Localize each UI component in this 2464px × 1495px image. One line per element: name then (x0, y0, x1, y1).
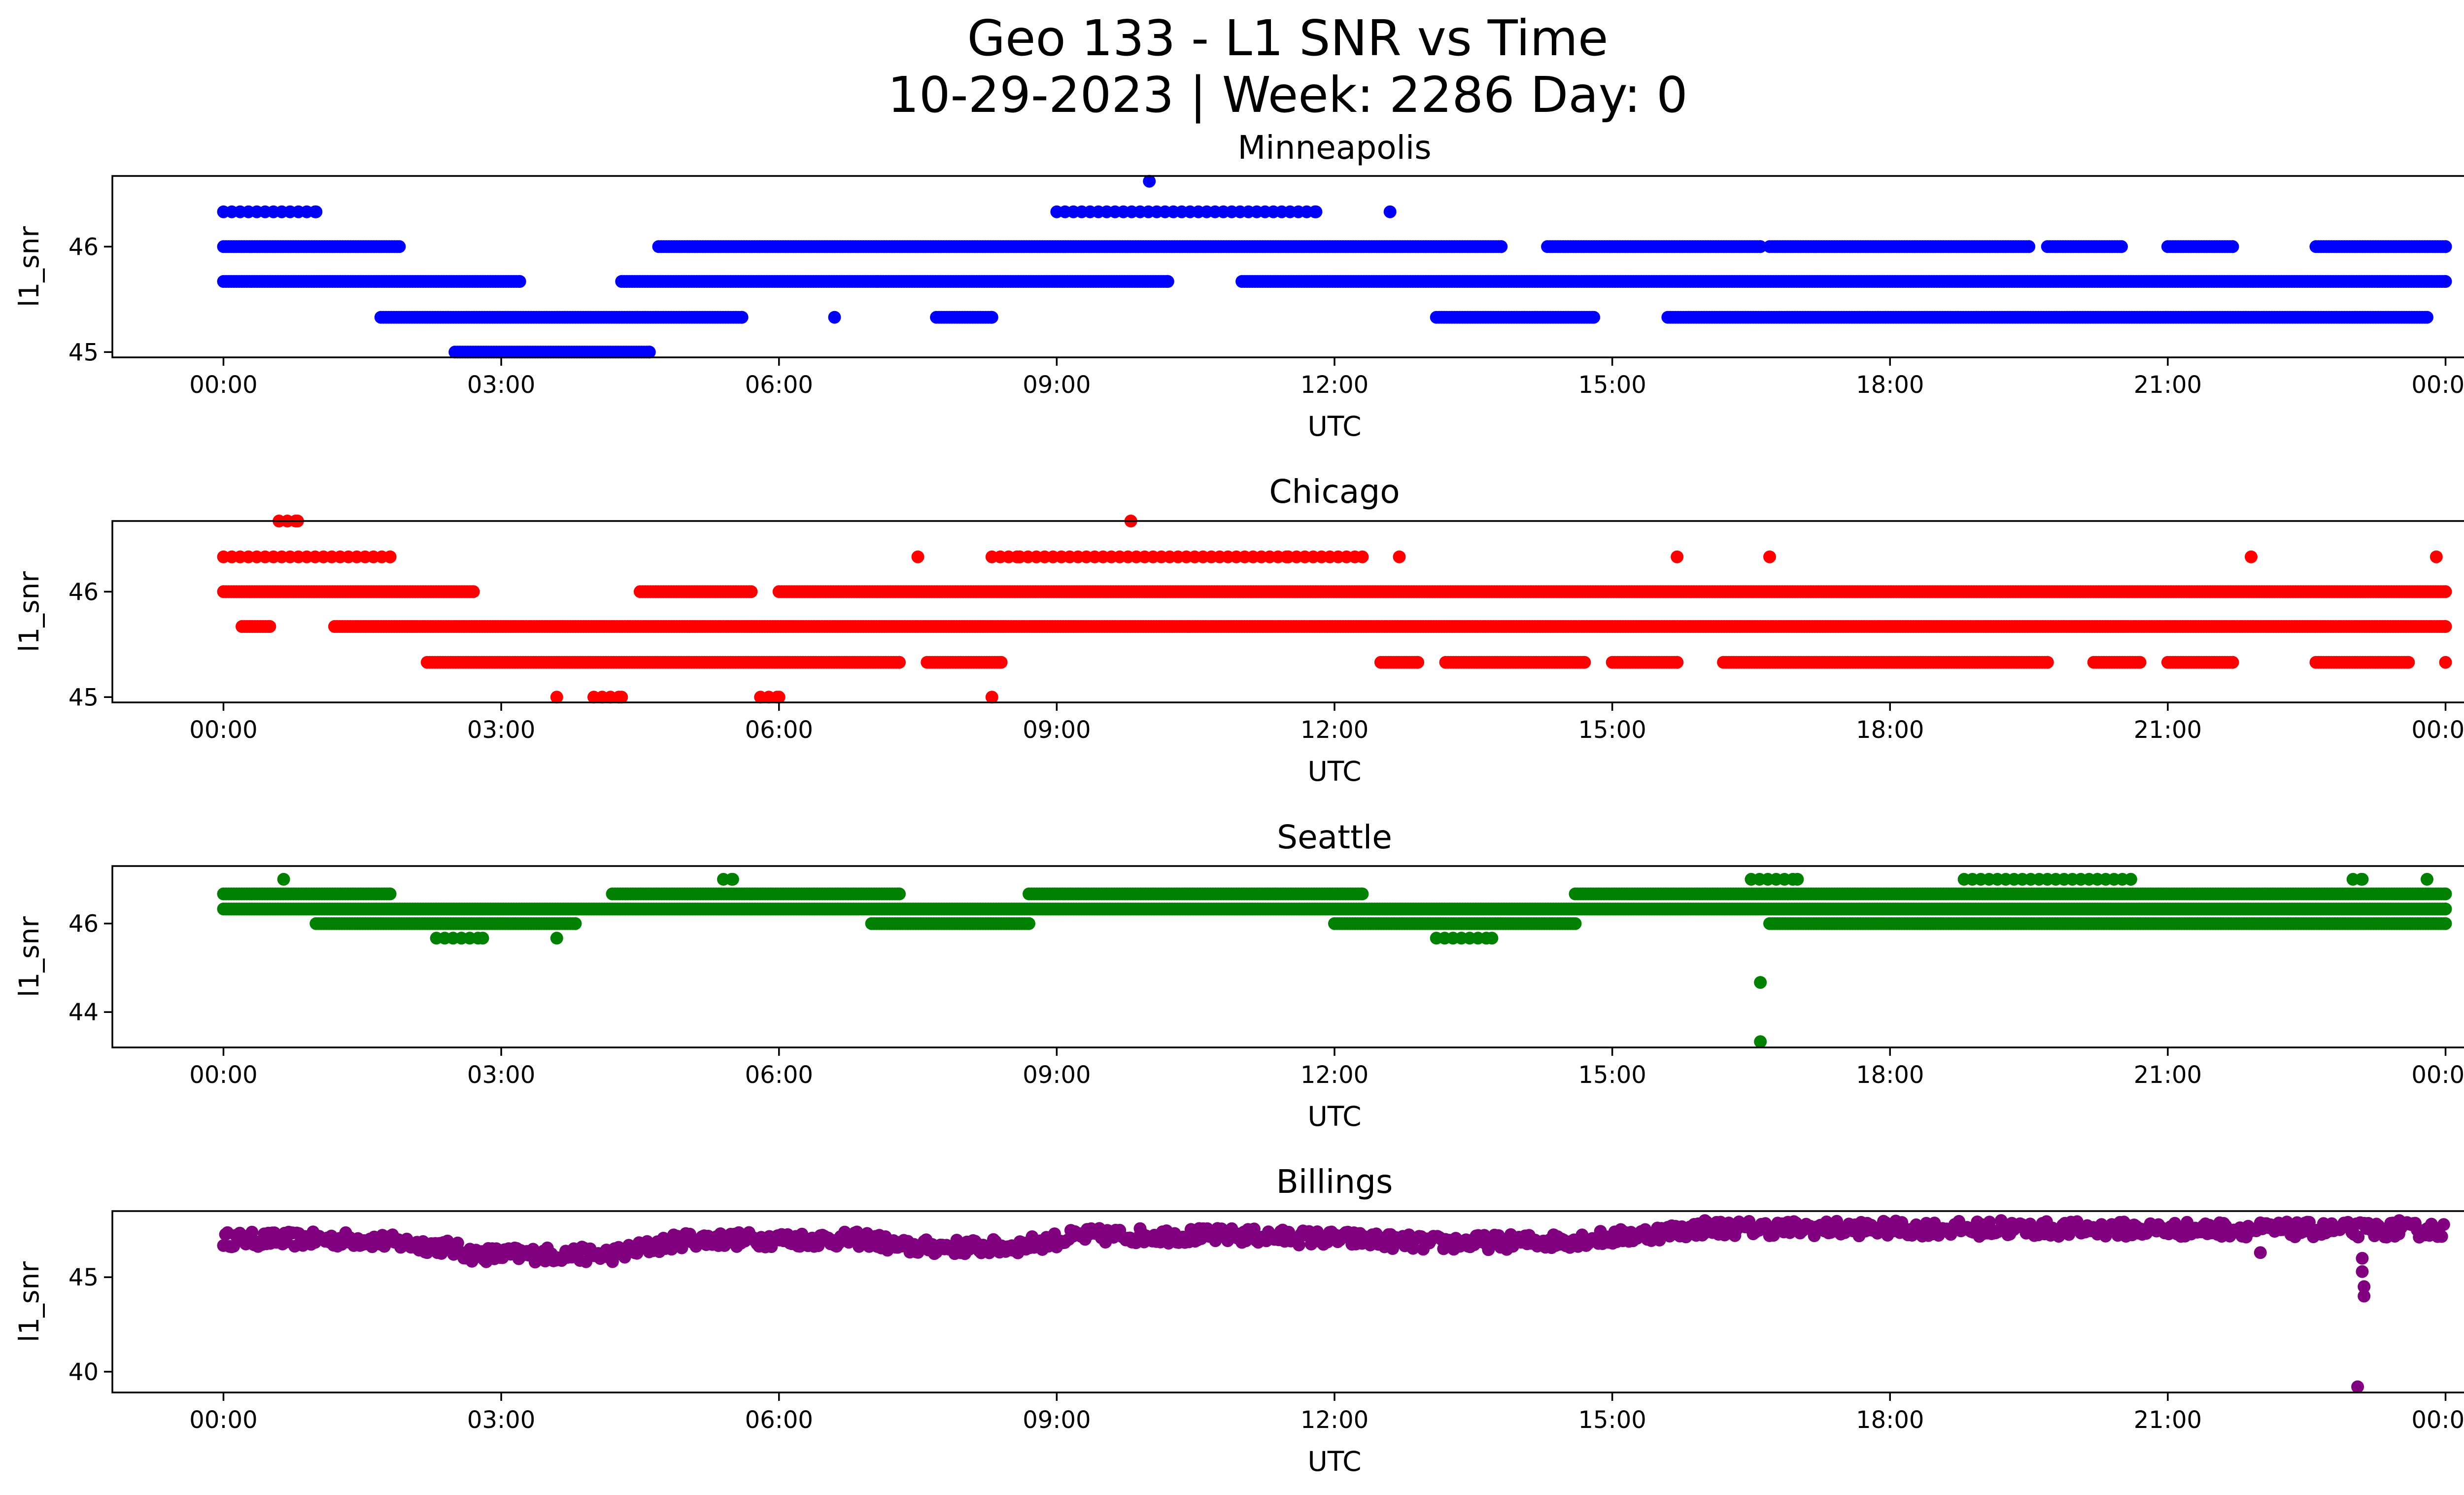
scatter-point (1791, 872, 1804, 886)
x-axis-label: UTC (1307, 756, 1361, 787)
scatter-point (1495, 240, 1508, 253)
x-tick-label: 12:00 (1300, 371, 1369, 399)
x-tick-label: 21:00 (2134, 371, 2202, 399)
scatter-point (2439, 620, 2452, 633)
x-tick-label: 21:00 (2134, 716, 2202, 744)
scatter-point (2439, 656, 2452, 669)
x-tick-label: 15:00 (1578, 716, 1646, 744)
scatter-points (217, 515, 2452, 704)
y-axis-label: l1_snr (13, 226, 45, 307)
scatter-point (2430, 550, 2443, 563)
panel-title: Seattle (1277, 818, 1392, 856)
x-tick-label: 09:00 (1023, 371, 1091, 399)
scatter-point (911, 550, 924, 563)
scatter-point (467, 585, 480, 598)
scatter-point (1578, 656, 1591, 669)
x-tick-label: 12:00 (1300, 716, 1369, 744)
axes-frame (111, 175, 2464, 358)
scatter-point (828, 311, 841, 324)
panel-minneapolis: Minneapolis 00:00 03:00 06:00 09:00 12:00 15:… (13, 129, 2464, 442)
scatter-point (2115, 240, 2128, 253)
figure-title-line2: 10-29-2023 | Week: 2286 Day: 0 (888, 66, 1687, 124)
scatter-point (2124, 872, 2137, 886)
scatter-point (1671, 550, 1684, 563)
scatter-point (2041, 656, 2054, 669)
scatter-point (383, 550, 397, 563)
scatter-point (1671, 656, 1684, 669)
x-tick-label: 00:00 (2411, 371, 2464, 399)
x-tick-label: 00:00 (2411, 716, 2464, 744)
scatter-point (1763, 550, 1776, 563)
scatter-point (2133, 656, 2147, 669)
scatter-point (309, 205, 323, 218)
scatter-point (1356, 550, 1369, 563)
scatter-point (2439, 585, 2452, 598)
x-tick-label: 03:00 (467, 716, 535, 744)
scatter-point (2245, 550, 2258, 563)
x-tick-label: 15:00 (1578, 371, 1646, 399)
scatter-point (1356, 887, 1369, 901)
figure-title-line1: Geo 133 - L1 SNR vs Time (967, 9, 1608, 67)
scatter-point (2356, 872, 2369, 886)
scatter-point (383, 887, 397, 901)
scatter-points (217, 174, 2452, 359)
scatter-point (745, 585, 758, 598)
scatter-point (1309, 205, 1323, 218)
x-tick-label: 18:00 (1856, 371, 1924, 399)
scatter-point (513, 275, 526, 288)
scatter-point (2402, 656, 2415, 669)
x-tick-label: 00:00 (189, 371, 257, 399)
scatter-point (994, 656, 1008, 669)
scatter-point (985, 311, 998, 324)
scatter-point (2226, 240, 2239, 253)
scatter-point (1161, 275, 1174, 288)
scatter-point (1411, 656, 1425, 669)
scatter-point (2226, 656, 2239, 669)
panel-chicago: Chicago 00:00 03:00 06:00 09:00 12:00 15:00 18… (13, 473, 2464, 787)
x-tick-label: 06:00 (745, 371, 813, 399)
scatter-point (893, 656, 906, 669)
scatter-points (217, 872, 2452, 1048)
panel-title: Chicago (1269, 473, 1400, 511)
panel-title: Minneapolis (1237, 129, 1431, 167)
x-tick-label: 00:00 (189, 716, 257, 744)
panel-seattle: Seattle 00:00 03:00 06:00 09:00 12:00 15:00 18… (13, 818, 2464, 1132)
scatter-point (263, 620, 276, 633)
scatter-point (735, 311, 749, 324)
y-tick-label: 46 (68, 233, 99, 261)
x-tick-label: 09:00 (1023, 716, 1091, 744)
scatter-point (2421, 311, 2433, 324)
y-tick-label: 46 (68, 578, 99, 606)
x-axis-label: UTC (1307, 411, 1361, 442)
scatter-point (1587, 311, 1601, 324)
scatter-point (893, 887, 906, 901)
y-tick-label: 45 (68, 339, 99, 366)
x-tick-label: 03:00 (467, 371, 535, 399)
scatter-point (1383, 205, 1397, 218)
scatter-point (2022, 240, 2036, 253)
x-tick-label: 18:00 (1856, 716, 1924, 744)
scatter-point (393, 240, 406, 253)
y-tick-label: 45 (68, 684, 99, 711)
scatter-point (1754, 240, 1767, 253)
scatter-point (277, 872, 290, 886)
axes-frame (111, 520, 2464, 703)
scatter-point (2439, 275, 2452, 288)
scatter-point (2421, 872, 2433, 886)
scatter-point (2439, 240, 2452, 253)
scatter-point (726, 872, 739, 886)
y-axis-label: l1_snr (13, 571, 45, 652)
x-tick-label: 06:00 (745, 716, 813, 744)
scatter-point (1393, 550, 1406, 563)
